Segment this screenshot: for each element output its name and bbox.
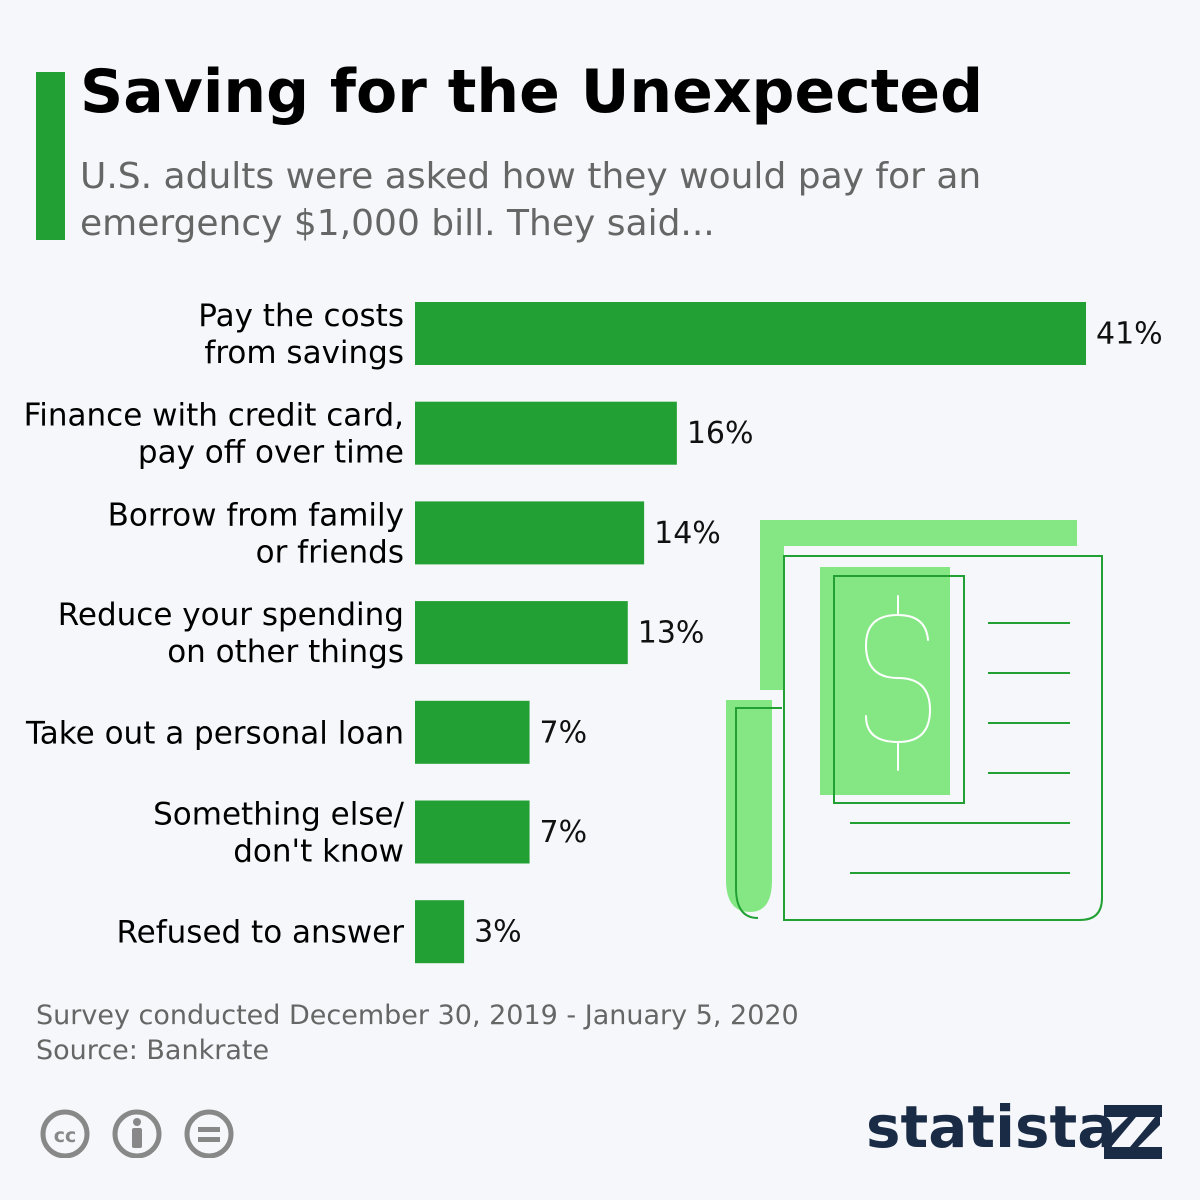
category-label-3: Borrow from family or friends (108, 497, 404, 570)
value-label-7: 3% (474, 915, 522, 950)
page-subtitle: U.S. adults were asked how they would pa… (80, 156, 982, 244)
bars-group: 41% Pay the costs from savings 16% Finance w… (24, 298, 1163, 964)
category-label-line: Borrow from family (108, 497, 404, 533)
category-label-line: Take out a personal loan (25, 715, 404, 751)
category-label-1: Pay the costs from savings (198, 298, 404, 371)
category-label-line: from savings (204, 335, 404, 371)
bar-3 (415, 501, 645, 565)
bar-5 (415, 700, 530, 764)
bill-curl-outline (735, 707, 782, 919)
bar-1 (415, 302, 1086, 365)
bill-illustration (726, 520, 1103, 921)
value-label-3: 14% (654, 516, 721, 551)
bill-back-sheet (760, 520, 1077, 690)
category-label-line: pay off over time (138, 435, 404, 471)
category-label-line: Pay the costs (198, 298, 404, 334)
dollar-sign-icon (864, 595, 932, 771)
statista-logo-icon (1104, 1105, 1162, 1159)
creative-commons-icon: cc (40, 1109, 90, 1158)
category-label-line: Something else/ (153, 797, 404, 833)
category-label-line: Finance with credit card, (24, 398, 404, 434)
bar-chart: 41% Pay the costs from savings 16% Finance w… (24, 298, 1163, 964)
survey-note: Survey conducted December 30, 2019 - Jan… (36, 1000, 799, 1031)
category-label-4: Reduce your spending on other things (58, 597, 404, 670)
category-label-2: Finance with credit card, pay off over ti… (24, 398, 404, 471)
no-derivatives-icon (184, 1109, 234, 1158)
bar-4 (415, 601, 628, 665)
value-label-4: 13% (638, 616, 705, 651)
bill-lines (850, 622, 1070, 874)
page-title: Saving for the Unexpected (80, 57, 984, 127)
category-label-line: on other things (167, 634, 404, 670)
bar-7 (415, 900, 465, 964)
dollar-note-fill (820, 567, 950, 795)
chart-footer: Survey conducted December 30, 2019 - Jan… (36, 998, 799, 1068)
title-accent-bar (36, 72, 65, 240)
bar-6 (415, 800, 530, 864)
category-label-6: Something else/don't know (153, 797, 404, 870)
svg-text:cc: cc (54, 1125, 77, 1147)
value-label-2: 16% (687, 416, 754, 451)
source-note: Source: Bankrate (36, 1035, 270, 1066)
category-label-line: Refused to answer (117, 915, 405, 951)
bill-front-sheet (783, 555, 1103, 921)
statista-logo-text[interactable]: statista (866, 1093, 1117, 1161)
bill-curl-fill (726, 700, 772, 912)
value-label-5: 7% (540, 715, 588, 750)
category-label-line: Reduce your spending (58, 597, 404, 633)
value-label-1: 41% (1096, 317, 1163, 352)
category-label-line: don't know (233, 834, 404, 870)
category-label-7: Refused to answer (117, 915, 405, 951)
attribution-icon (112, 1109, 162, 1158)
category-label-line: or friends (256, 534, 404, 570)
value-label-6: 7% (540, 815, 588, 850)
dollar-note-outline (833, 575, 965, 804)
category-label-5: Take out a personal loan (25, 715, 404, 751)
license-icons: cc (40, 1109, 234, 1158)
bar-2 (415, 401, 677, 465)
